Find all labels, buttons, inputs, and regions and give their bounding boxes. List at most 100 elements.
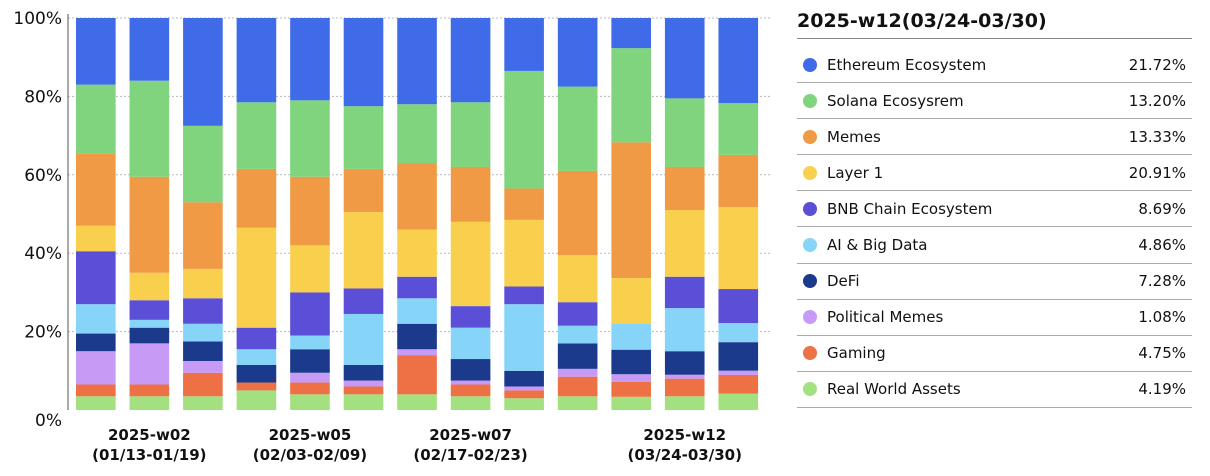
bar-segment-ethereum-ecosystem[interactable] <box>504 18 544 71</box>
bar-segment-solana-ecosysrem[interactable] <box>183 125 223 203</box>
bar-segment-bnb-chain-ecosystem[interactable] <box>557 302 598 326</box>
bar-segment-memes[interactable] <box>397 163 437 230</box>
bar-segment-ethereum-ecosystem[interactable] <box>611 18 652 49</box>
bar-segment-memes[interactable] <box>343 168 384 213</box>
bar-segment-memes[interactable] <box>76 153 116 226</box>
bar-segment-memes[interactable] <box>129 176 170 273</box>
bar-segment-gaming[interactable] <box>450 384 491 397</box>
bar-segment-defi[interactable] <box>664 351 705 375</box>
bar-segment-memes[interactable] <box>236 168 277 228</box>
bar-segment-bnb-chain-ecosystem[interactable] <box>183 298 223 324</box>
bar-segment-memes[interactable] <box>557 170 598 256</box>
bar-segment-layer-1[interactable] <box>450 221 491 307</box>
bar-segment-layer-1[interactable] <box>557 255 598 303</box>
bar-segment-gaming[interactable] <box>76 384 116 397</box>
bar-segment-layer-1[interactable] <box>236 227 277 328</box>
legend-item[interactable]: Memes 13.33% <box>797 119 1192 156</box>
bar-segment-gaming[interactable] <box>129 384 170 397</box>
bar-segment-defi[interactable] <box>611 349 652 375</box>
legend-item[interactable]: Gaming 4.75% <box>797 336 1192 372</box>
bar-segment-political-memes[interactable] <box>557 368 598 377</box>
bar-segment-bnb-chain-ecosystem[interactable] <box>504 286 544 305</box>
bar-segment-bnb-chain-ecosystem[interactable] <box>450 306 491 328</box>
bar-segment-defi[interactable] <box>290 349 330 373</box>
bar-segment-solana-ecosysrem[interactable] <box>397 104 437 164</box>
legend-item[interactable]: Real World Assets 4.19% <box>797 372 1192 408</box>
bar-segment-ai-big-data[interactable] <box>664 308 705 352</box>
bar-segment-real-world-assets[interactable] <box>76 396 116 410</box>
bar-segment-defi[interactable] <box>183 341 223 361</box>
bar-segment-ethereum-ecosystem[interactable] <box>343 18 384 107</box>
legend-item[interactable]: AI & Big Data 4.86% <box>797 227 1192 264</box>
bar-segment-bnb-chain-ecosystem[interactable] <box>664 276 705 309</box>
bar-segment-ai-big-data[interactable] <box>236 349 277 365</box>
bar-segment-bnb-chain-ecosystem[interactable] <box>343 288 384 314</box>
bar-segment-ethereum-ecosystem[interactable] <box>290 18 330 101</box>
bar-segment-political-memes[interactable] <box>76 351 116 385</box>
bar-segment-defi[interactable] <box>504 370 544 387</box>
bar-segment-layer-1[interactable] <box>183 268 223 299</box>
legend-item[interactable]: Political Memes 1.08% <box>797 300 1192 336</box>
bar-segment-solana-ecosysrem[interactable] <box>718 103 759 155</box>
bar-segment-solana-ecosysrem[interactable] <box>129 80 170 177</box>
legend-item[interactable]: DeFi 7.28% <box>797 264 1192 300</box>
bar-segment-political-memes[interactable] <box>718 370 759 375</box>
bar-segment-political-memes[interactable] <box>611 374 652 382</box>
bar-segment-real-world-assets[interactable] <box>397 394 437 410</box>
bar-segment-layer-1[interactable] <box>129 272 170 301</box>
bar-segment-solana-ecosysrem[interactable] <box>290 100 330 177</box>
bar-segment-ai-big-data[interactable] <box>611 323 652 350</box>
bar-segment-solana-ecosysrem[interactable] <box>557 86 598 171</box>
bar-segment-defi[interactable] <box>343 364 384 381</box>
bar-segment-layer-1[interactable] <box>664 210 705 277</box>
bar-segment-defi[interactable] <box>450 359 491 381</box>
bar-segment-ethereum-ecosystem[interactable] <box>557 18 598 87</box>
bar-segment-layer-1[interactable] <box>718 207 759 290</box>
bar-segment-memes[interactable] <box>611 142 652 279</box>
bar-segment-solana-ecosysrem[interactable] <box>504 70 544 189</box>
bar-segment-gaming[interactable] <box>718 374 759 394</box>
bar-segment-memes[interactable] <box>290 176 330 246</box>
bar-segment-solana-ecosysrem[interactable] <box>343 106 384 169</box>
bar-segment-gaming[interactable] <box>343 386 384 395</box>
bar-segment-gaming[interactable] <box>290 382 330 395</box>
bar-segment-solana-ecosysrem[interactable] <box>76 84 116 154</box>
bar-segment-memes[interactable] <box>504 188 544 220</box>
bar-segment-gaming[interactable] <box>236 382 277 391</box>
bar-segment-political-memes[interactable] <box>504 386 544 391</box>
legend-item[interactable]: Ethereum Ecosystem 21.72% <box>797 47 1192 84</box>
bar-segment-gaming[interactable] <box>397 355 437 395</box>
bar-segment-bnb-chain-ecosystem[interactable] <box>718 289 759 324</box>
bar-segment-ethereum-ecosystem[interactable] <box>236 18 277 103</box>
bar-segment-memes[interactable] <box>183 202 223 269</box>
bar-segment-political-memes[interactable] <box>343 380 384 387</box>
bar-segment-defi[interactable] <box>557 343 598 369</box>
bar-segment-ethereum-ecosystem[interactable] <box>183 18 223 126</box>
bar-segment-ai-big-data[interactable] <box>183 323 223 342</box>
bar-segment-solana-ecosysrem[interactable] <box>450 102 491 167</box>
bar-segment-political-memes[interactable] <box>183 361 223 373</box>
bar-segment-real-world-assets[interactable] <box>504 398 544 410</box>
bar-segment-real-world-assets[interactable] <box>290 394 330 410</box>
bar-segment-ethereum-ecosystem[interactable] <box>450 18 491 103</box>
bar-segment-ai-big-data[interactable] <box>290 335 330 350</box>
bar-segment-layer-1[interactable] <box>611 278 652 324</box>
bar-segment-real-world-assets[interactable] <box>611 396 652 410</box>
bar-segment-ethereum-ecosystem[interactable] <box>664 18 705 99</box>
bar-segment-layer-1[interactable] <box>397 229 437 277</box>
bar-segment-real-world-assets[interactable] <box>557 396 598 410</box>
bar-segment-real-world-assets[interactable] <box>236 390 277 410</box>
bar-segment-bnb-chain-ecosystem[interactable] <box>129 300 170 320</box>
bar-segment-ai-big-data[interactable] <box>76 304 116 334</box>
bar-segment-layer-1[interactable] <box>76 225 116 252</box>
bar-segment-defi[interactable] <box>397 323 437 350</box>
bar-segment-bnb-chain-ecosystem[interactable] <box>397 276 437 299</box>
bar-segment-defi[interactable] <box>76 333 116 352</box>
bar-segment-memes[interactable] <box>450 166 491 222</box>
bar-segment-ethereum-ecosystem[interactable] <box>76 18 116 85</box>
bar-segment-layer-1[interactable] <box>504 219 544 287</box>
bar-segment-ai-big-data[interactable] <box>397 298 437 324</box>
bar-segment-real-world-assets[interactable] <box>343 394 384 410</box>
bar-segment-solana-ecosysrem[interactable] <box>611 48 652 143</box>
bar-segment-ai-big-data[interactable] <box>718 323 759 343</box>
